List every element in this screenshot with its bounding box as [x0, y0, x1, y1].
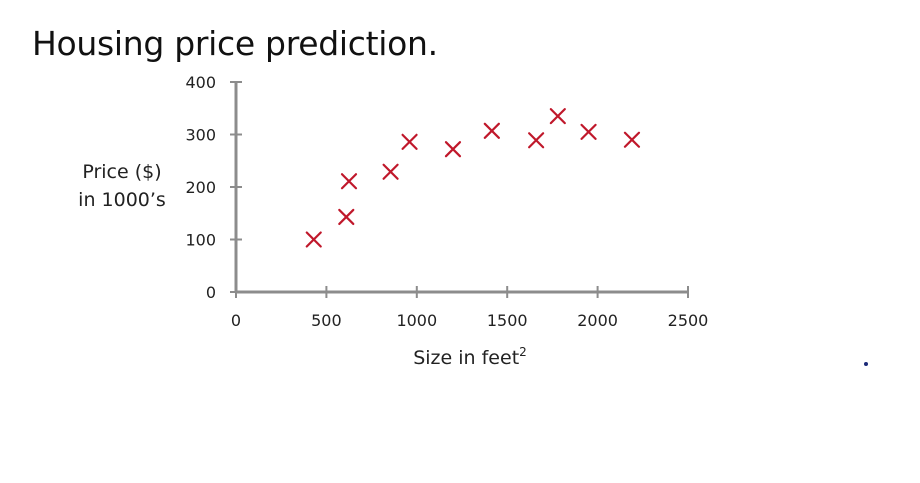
x-tick-label: 500 — [311, 311, 342, 330]
x-tick-label: 2500 — [668, 311, 709, 330]
data-point-x-marker — [338, 208, 355, 226]
x-tick-label: 1000 — [396, 311, 437, 330]
ticks: 0 500 1000 1500 2000 2500 0 100 200 300 400 — [185, 73, 708, 330]
x-axis-label: Size in feet2 — [413, 345, 527, 369]
data-point-x-marker — [623, 131, 641, 148]
cursor-dot — [864, 362, 868, 366]
data-point-x-marker — [528, 132, 545, 149]
data-point-x-marker — [401, 133, 418, 150]
data-point-x-marker — [549, 108, 566, 125]
y-axis-label-line-1: Price ($) — [82, 161, 162, 183]
y-tick-label: 100 — [185, 231, 216, 250]
page-title: Housing price prediction. — [32, 24, 438, 63]
data-point-x-marker — [382, 163, 399, 180]
data-point-x-marker — [444, 141, 462, 158]
data-point-x-marker — [580, 123, 597, 140]
data-point-x-marker — [483, 122, 500, 139]
data-point-x-marker — [340, 173, 358, 190]
x-axis-label-superscript: 2 — [519, 345, 527, 359]
y-tick-label: 300 — [185, 126, 216, 145]
x-tick-label: 2000 — [577, 311, 618, 330]
y-tick-label: 400 — [185, 73, 216, 92]
y-axis-label-line-2: in 1000’s — [78, 189, 166, 211]
y-tick-label: 200 — [185, 178, 216, 197]
data-points — [305, 108, 641, 248]
y-tick-label: 0 — [206, 283, 216, 302]
x-tick-label: 0 — [231, 311, 241, 330]
data-point-x-marker — [305, 231, 322, 248]
y-axis-label: Price ($) in 1000’s — [72, 158, 172, 214]
axes — [234, 81, 689, 294]
x-axis-label-text: Size in feet — [413, 347, 519, 369]
x-tick-label: 1500 — [487, 311, 528, 330]
